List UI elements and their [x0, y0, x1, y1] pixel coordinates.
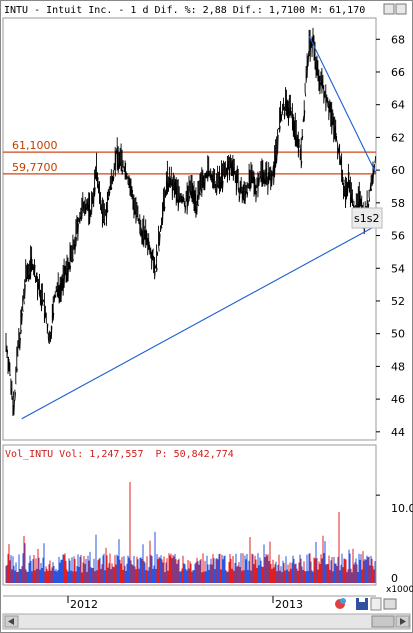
- scroll-thumb[interactable]: [371, 615, 395, 628]
- y-tick-label-60: 60: [391, 164, 405, 177]
- y-tick-label-68: 68: [391, 33, 405, 46]
- volume-tick-0: 0: [391, 572, 398, 585]
- y-tick-label-62: 62: [391, 131, 405, 144]
- trendline-1: [308, 35, 377, 174]
- minimize-icon[interactable]: [383, 3, 395, 15]
- price-panel: [2, 17, 377, 441]
- y-tick-label-52: 52: [391, 295, 405, 308]
- x-label-2013: 2013: [275, 598, 303, 611]
- maximize-icon[interactable]: [395, 3, 407, 15]
- y-tick-label-54: 54: [391, 262, 405, 275]
- volume-multiplier: x1000: [386, 585, 413, 595]
- price-series: [5, 27, 377, 417]
- hline-label-0: 61,1000: [12, 139, 58, 152]
- horizontal-lines: 61,1000 59,7700: [3, 139, 376, 175]
- price-header-text: INTU - Intuit Inc. - 1 d Dif. %: 2,88 Di…: [4, 5, 365, 16]
- svg-text:Vol_INTU Vol: 1,247,557: Vol_INTU Vol: 1,247,557 P: 50,842,774: [5, 449, 234, 460]
- price-line: [5, 27, 377, 417]
- volume-bars: [5, 481, 380, 583]
- y-tick-label-56: 56: [391, 230, 405, 243]
- save-icon[interactable]: [356, 598, 368, 610]
- print-icon[interactable]: [383, 598, 397, 610]
- price-header: INTU - Intuit Inc. - 1 d Dif. %: 2,88 Di…: [4, 5, 365, 16]
- volume-tick-10: 10.0: [391, 502, 413, 515]
- horizontal-scrollbar[interactable]: [2, 613, 411, 630]
- trendline-0: [21, 225, 377, 420]
- y-tick-label-48: 48: [391, 360, 405, 373]
- trendlines: [21, 35, 377, 420]
- y-tick-label-66: 66: [391, 66, 405, 79]
- price-tick-labels: 44 46 48 50 52 54 56 58 60 62 64 66 68: [376, 33, 405, 439]
- annotation-label: s1s2: [354, 212, 379, 225]
- annotation-box[interactable]: [351, 207, 383, 229]
- scroll-left-arrow: [8, 618, 14, 625]
- palette-icon[interactable]: [335, 598, 346, 609]
- y-tick-label-64: 64: [391, 99, 405, 112]
- y-tick-label-44: 44: [391, 426, 405, 439]
- hline-label-1: 59,7700: [12, 161, 58, 174]
- volume-header-p: P: 50,842,774: [156, 449, 234, 460]
- volume-header-prefix: Vol_INTU Vol: 1,247,557: [5, 449, 143, 460]
- y-tick-label-46: 46: [391, 393, 405, 406]
- x-label-2012: 2012: [70, 598, 98, 611]
- y-tick-label-50: 50: [391, 328, 405, 341]
- volume-header: Vol_INTU Vol: 1,247,557 P: 50,842,774: [5, 449, 234, 460]
- scroll-right-arrow: [400, 618, 406, 625]
- y-tick-label-58: 58: [391, 197, 405, 210]
- page-icon[interactable]: [370, 597, 382, 611]
